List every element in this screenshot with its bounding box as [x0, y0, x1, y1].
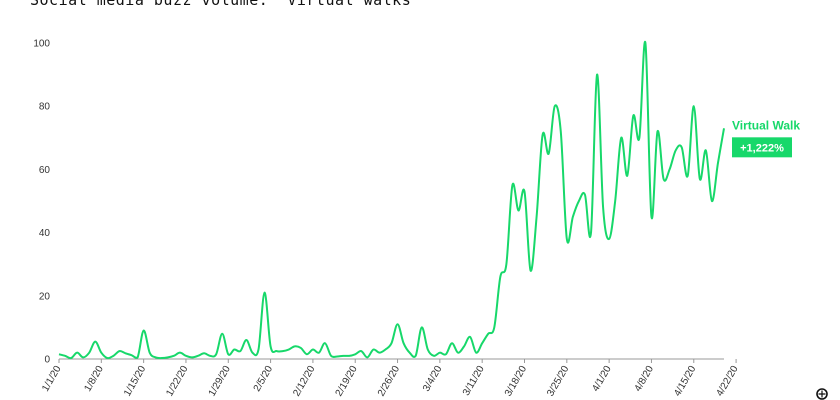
y-axis: 0 20 40 60 80 100 [33, 39, 50, 366]
series-label-group: Virtual Walk +1,222% [732, 118, 800, 158]
x-tick-label: 1/29/20 [207, 364, 233, 399]
chart-title: Social media buzz volume: “Virtual walks… [30, 0, 421, 9]
x-tick-label: 1/22/20 [164, 364, 190, 399]
change-badge-background [732, 137, 792, 158]
series-name-label: Virtual Walk [732, 118, 800, 132]
x-tick-label: 4/1/20 [590, 364, 614, 394]
x-tick-label: 3/25/20 [545, 364, 571, 399]
x-tick-label: 2/12/20 [291, 364, 317, 399]
y-tick-label: 0 [44, 355, 50, 366]
x-tick-label: 4/22/20 [714, 364, 740, 399]
x-tick-label: 3/18/20 [503, 364, 529, 399]
x-tick-label: 3/4/20 [421, 364, 445, 394]
change-badge-label: +1,222% [740, 142, 784, 154]
series-line-virtual-walk [58, 40, 725, 360]
y-tick-label: 60 [39, 165, 51, 176]
logo-icon [816, 388, 828, 400]
x-tick-label: 1/8/20 [82, 364, 106, 394]
x-tick-label: 3/11/20 [461, 364, 487, 398]
y-tick-label: 40 [39, 228, 51, 239]
x-tick-label: 1/1/20 [40, 364, 64, 394]
x-tick-label: 1/15/20 [122, 364, 148, 399]
x-tick-label: 2/26/20 [376, 364, 402, 399]
x-tick-label: 2/19/20 [334, 364, 360, 399]
y-tick-label: 80 [39, 102, 51, 113]
y-tick-label: 20 [39, 291, 51, 302]
x-axis: 1/1/20 1/8/20 1/15/20 1/22/20 1/29/20 2/5/20 2… [40, 358, 741, 399]
x-tick-label: 2/5/20 [252, 364, 276, 394]
y-tick-label: 100 [33, 39, 50, 50]
series-group [58, 40, 725, 360]
x-tick-label: 4/8/20 [633, 364, 657, 394]
x-tick-label: 4/15/20 [672, 364, 698, 399]
